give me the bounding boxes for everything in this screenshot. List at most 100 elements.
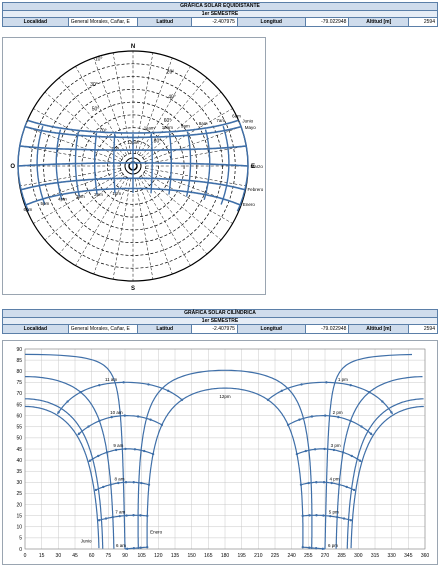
cyl-hour-point-6-12 bbox=[132, 547, 136, 550]
location-row-2: Localidad General Morales, Cañar, E Lati… bbox=[3, 325, 437, 333]
north-label: N bbox=[131, 44, 135, 50]
azimuth-line-130 bbox=[142, 174, 222, 241]
ring-label-4: 40° bbox=[168, 94, 176, 100]
longitude-value-2: -79.022948 bbox=[305, 325, 350, 333]
cyl-hour-point-6-18 bbox=[126, 547, 129, 551]
month-label-Febrero: Febrero bbox=[247, 187, 263, 192]
cyl-hour-point-13-0 bbox=[266, 398, 270, 402]
x-tick-135: 135 bbox=[171, 553, 180, 559]
hour-label-pm-17: 5pm bbox=[40, 201, 49, 206]
hour-line-11 bbox=[150, 133, 153, 194]
cylindrical-header: GRÁFICA SOLAR CILÍNDRICA 1er SEMESTRE Lo… bbox=[2, 309, 438, 334]
cylindrical-chart-panel: 0 15 30 45 60 75 90 105 120 135 150 165 180 195 210 225… bbox=[2, 340, 438, 565]
cyl-hour-point-14-6 bbox=[298, 418, 301, 421]
hour-label-pm-18: 6pm bbox=[24, 207, 33, 212]
y-tick-35: 35 bbox=[16, 469, 22, 475]
cyl-hour-point-9-0 bbox=[151, 452, 155, 456]
cyl-hour-point-15-42 bbox=[358, 459, 362, 462]
cyl-hour-point-16-0 bbox=[299, 483, 303, 486]
cyl-hour-point-16-24 bbox=[330, 481, 333, 485]
locality-value-2: General Morales, Cañar, E bbox=[68, 325, 139, 333]
cyl-hour-label-am-8: 8 am bbox=[114, 476, 124, 481]
equidistant-header: GRÁFICA SOLAR EQUIDISTANTE 1er SEMESTRE … bbox=[2, 2, 438, 27]
cyl-hour-label-am-10: 10 am bbox=[110, 410, 123, 415]
cyl-hour-point-9-24 bbox=[114, 448, 118, 452]
cyl-hour-point-11-30 bbox=[79, 390, 82, 394]
azimuth-line-200 bbox=[93, 177, 129, 275]
cyl-hour-point-13-36 bbox=[381, 400, 384, 403]
azimuth-line-30 bbox=[139, 66, 191, 156]
cyl-hour-label-pm-15: 3 pm bbox=[331, 443, 341, 448]
cyl-hour-point-7-36 bbox=[104, 517, 108, 520]
cyl-hour-point-7-24 bbox=[118, 514, 121, 518]
cyl-hour-line-10 bbox=[77, 415, 163, 436]
y-tick-40: 40 bbox=[16, 458, 22, 464]
x-tick-75: 75 bbox=[106, 553, 112, 559]
hour-label-pm-16: 4pm bbox=[58, 197, 67, 202]
x-tick-15: 15 bbox=[39, 553, 45, 559]
azimuth-line-240 bbox=[33, 172, 123, 224]
y-tick-0: 0 bbox=[19, 547, 22, 553]
y-tick-15: 15 bbox=[16, 513, 22, 519]
cyl-hour-label-am-9: 9 am bbox=[113, 443, 123, 448]
hour-label-pm-14: 2pm bbox=[94, 192, 103, 197]
cyl-hour-point-15-24 bbox=[332, 448, 336, 452]
cyl-hour-point-14-36 bbox=[360, 425, 363, 428]
y-tick-75: 75 bbox=[16, 380, 22, 386]
x-tick-120: 120 bbox=[154, 553, 163, 559]
y-tick-25: 25 bbox=[16, 491, 22, 497]
x-tick-285: 285 bbox=[337, 553, 346, 559]
azimuth-line-120 bbox=[143, 172, 233, 224]
ring-label-8: 80° bbox=[154, 138, 162, 144]
hour-line-18 bbox=[17, 121, 30, 212]
cyl-hour-point-14-12 bbox=[310, 415, 314, 418]
azimuth-line-310 bbox=[44, 91, 124, 158]
hour-line-15 bbox=[74, 131, 81, 197]
y-tick-45: 45 bbox=[16, 447, 22, 453]
cyl-hour-point-9-6 bbox=[142, 449, 146, 453]
location-row: Localidad General Morales, Cañar, E Lati… bbox=[3, 18, 437, 26]
ring-label-2: 20° bbox=[167, 69, 175, 75]
cyl-hour-point-11-18 bbox=[122, 381, 125, 384]
longitude-label-2: Longitud bbox=[237, 325, 306, 333]
hour-line-9 bbox=[185, 131, 192, 197]
hour-label-am-8: 8am bbox=[199, 121, 208, 126]
cyl-hour-point-17-12 bbox=[315, 514, 318, 517]
azimuth-line-50 bbox=[142, 91, 222, 158]
y-tick-10: 10 bbox=[16, 525, 22, 531]
cyl-hour-label-am-7: 7 am bbox=[115, 510, 125, 515]
cyl-hour-point-13-24 bbox=[349, 384, 352, 387]
sun-path-0 bbox=[27, 119, 239, 134]
cyl-hour-point-7-42 bbox=[97, 519, 101, 522]
locality-label-2: Localidad bbox=[3, 325, 69, 333]
cyl-hour-point-17-42 bbox=[349, 519, 353, 522]
cyl-hour-label-pm-13: 1 pm bbox=[338, 377, 348, 382]
cyl-noon-label: 12pm bbox=[219, 394, 231, 399]
y-tick-90: 90 bbox=[16, 347, 22, 353]
hour-label-pm-15: 3pm bbox=[76, 194, 85, 199]
y-tick-70: 70 bbox=[16, 391, 22, 397]
cyl-hour-point-7-30 bbox=[111, 515, 115, 519]
ring-label-3: 30° bbox=[90, 82, 98, 88]
latitude-value: -2.407975 bbox=[192, 18, 238, 26]
cylindrical-title: GRÁFICA SOLAR CILÍNDRICA bbox=[3, 310, 437, 318]
cyl-hour-point-9-42 bbox=[88, 459, 92, 462]
hour-line-6 bbox=[236, 121, 249, 212]
azimuth-line-10 bbox=[134, 52, 154, 154]
cyl-hour-point-16-36 bbox=[345, 485, 348, 489]
y-tick-60: 60 bbox=[16, 413, 22, 419]
latitude-label-2: Latitud bbox=[138, 325, 193, 333]
cyl-hour-point-10-18 bbox=[123, 414, 127, 417]
cyl-hour-point-11-12 bbox=[147, 383, 150, 386]
x-tick-90: 90 bbox=[122, 553, 128, 559]
south-label: S bbox=[131, 286, 135, 292]
cyl-sun-path-4-0 bbox=[137, 369, 313, 549]
altitude-label-2: Altitud [m] bbox=[349, 325, 410, 333]
cyl-sun-path-2-0 bbox=[25, 376, 115, 549]
cyl-hour-point-10-30 bbox=[98, 419, 101, 423]
y-tick-20: 20 bbox=[16, 502, 22, 508]
cyl-hour-point-9-18 bbox=[124, 447, 127, 451]
cyl-hour-line-14 bbox=[287, 415, 373, 436]
cyl-hour-point-16-42 bbox=[352, 488, 356, 492]
hour-label-am-11: 11am bbox=[144, 126, 155, 131]
